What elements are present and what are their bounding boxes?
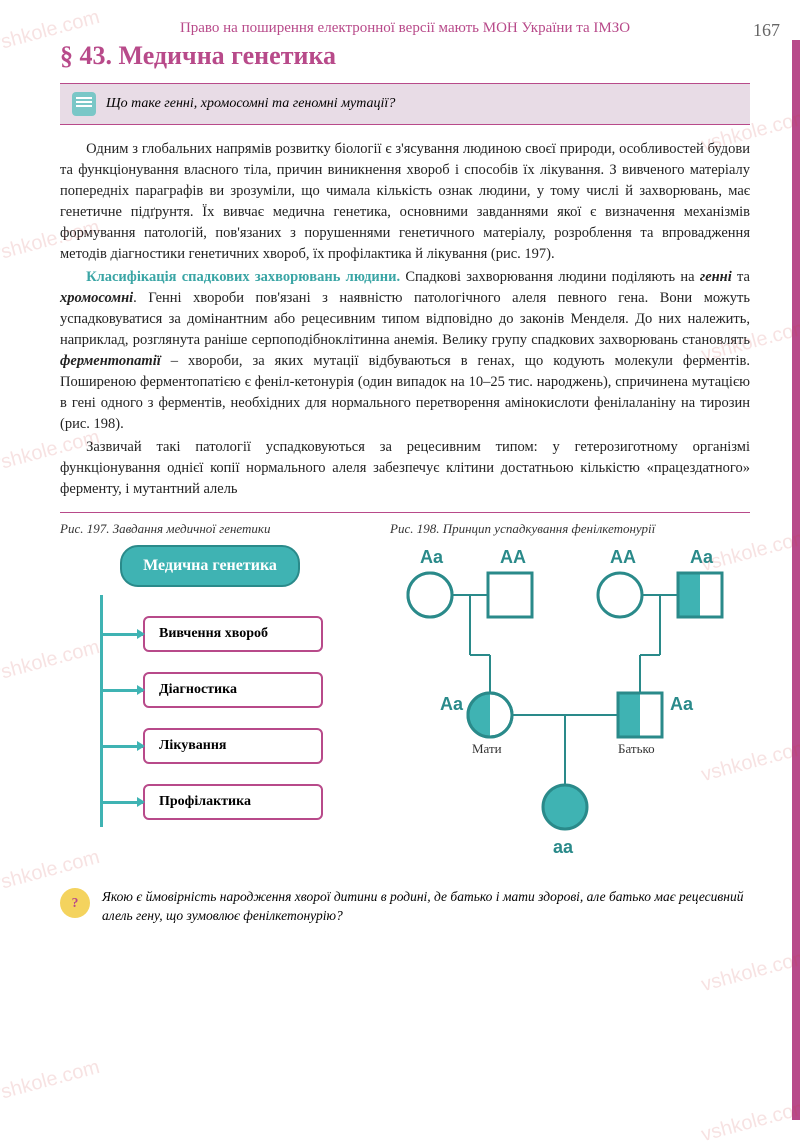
pedigree-circle (598, 573, 642, 617)
notes-icon (72, 92, 96, 116)
intro-question-text: Що таке генні, хромосомні та геномні мут… (106, 96, 395, 112)
flow-box-2: Діагностика (143, 672, 323, 708)
flow-box-1: Вивчення хвороб (143, 616, 323, 652)
watermark: vshkole.com (699, 1096, 800, 1147)
figure-197: Рис. 197. Завдання медичної генетики Мед… (60, 521, 360, 870)
pedigree-circle-affected (543, 785, 587, 829)
bottom-question-box: ? Якою є ймовірність народження хворої д… (60, 888, 750, 926)
watermark: vshkole.com (699, 946, 800, 997)
arrow-icon (103, 689, 143, 692)
role-label: Мати (472, 741, 502, 756)
geno-label: Aa (440, 694, 464, 714)
divider (60, 512, 750, 513)
geno-label: aa (553, 837, 574, 857)
intro-question-box: Що таке генні, хромосомні та геномні мут… (60, 83, 750, 125)
figures-row: Рис. 197. Завдання медичної генетики Мед… (60, 521, 750, 870)
flow-box-3: Лікування (143, 728, 323, 764)
body-text: Одним з глобальних напрямів розвитку біо… (60, 139, 750, 500)
rights-banner: Право на поширення електронної версії ма… (60, 20, 750, 37)
page-content: Право на поширення електронної версії ма… (0, 0, 800, 946)
p2-heading: Класифікація спадкових захворювань людин… (86, 269, 400, 285)
geno-label: Aa (670, 694, 694, 714)
flow-box-4: Профілактика (143, 784, 323, 820)
paragraph-2: Класифікація спадкових захворювань людин… (60, 267, 750, 435)
bottom-question-text: Якою є ймовірність народження хворої дит… (102, 888, 750, 926)
figure-198: Рис. 198. Принцип успадкування фенілкето… (390, 521, 750, 870)
fig198-caption: Рис. 198. Принцип успадкування фенілкето… (390, 521, 750, 537)
page-number: 167 (753, 20, 780, 41)
flowchart-items: Вивчення хвороб Діагностика Лікування Пр… (60, 609, 360, 827)
arrow-icon (103, 801, 143, 804)
section-title: § 43. Медична генетика (60, 41, 750, 71)
paragraph-1: Одним з глобальних напрямів розвитку біо… (60, 139, 750, 265)
geno-label: Aa (690, 547, 714, 567)
role-label: Батько (618, 741, 655, 756)
paragraph-3: Зазвичай такі патології успадковуються з… (60, 437, 750, 500)
pedigree-square (488, 573, 532, 617)
arrow-icon (103, 745, 143, 748)
pedigree-diagram: Aa AA AA Aa (390, 545, 750, 865)
half-fill (678, 573, 700, 617)
question-mark-icon: ? (60, 888, 90, 918)
flowchart-root: Медична генетика (120, 545, 300, 587)
fig197-caption: Рис. 197. Завдання медичної генетики (60, 521, 360, 537)
geno-label: AA (500, 547, 526, 567)
geno-label: Aa (420, 547, 444, 567)
watermark: vshkole.com (0, 1056, 102, 1107)
flow-spine (100, 609, 103, 827)
geno-label: AA (610, 547, 636, 567)
arrow-icon (103, 633, 143, 636)
flow-stem (100, 595, 103, 609)
